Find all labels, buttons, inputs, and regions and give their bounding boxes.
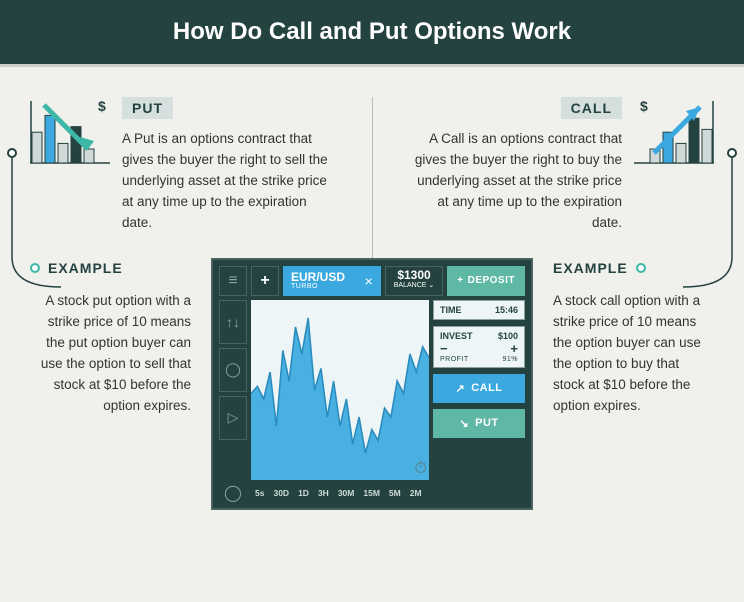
dot-icon bbox=[636, 263, 646, 273]
time-card[interactable]: TIME 15:46 bbox=[433, 300, 525, 320]
invest-label: INVEST bbox=[440, 331, 473, 341]
add-icon[interactable]: + bbox=[251, 266, 279, 296]
call-column: $ CALL A Call is an options contract tha… bbox=[414, 97, 714, 234]
profit-value: 91% bbox=[502, 356, 518, 363]
call-chart-icon: $ bbox=[634, 97, 714, 169]
pair-sub: TURBO bbox=[291, 283, 345, 290]
page-title: How Do Call and Put Options Work bbox=[0, 0, 744, 67]
sort-icon[interactable]: ↑↓ bbox=[219, 300, 247, 344]
arrow-up-icon: ↗ bbox=[455, 382, 465, 395]
put-example-text: A stock put option with a strike price o… bbox=[30, 291, 191, 417]
play-icon[interactable]: ▷ bbox=[219, 396, 247, 440]
call-button[interactable]: ↗ CALL bbox=[433, 374, 525, 403]
timeframe-option[interactable]: 3H bbox=[318, 488, 329, 498]
timeframe-option[interactable]: 2M bbox=[410, 488, 422, 498]
timeframe-option[interactable]: 5M bbox=[389, 488, 401, 498]
call-btn-label: CALL bbox=[471, 382, 502, 394]
arrow-down-icon: ↘ bbox=[459, 417, 469, 430]
call-example-label: EXAMPLE bbox=[553, 258, 628, 280]
pair-selector[interactable]: EUR/USD TURBO × bbox=[283, 266, 381, 296]
circle-icon[interactable]: ◯ bbox=[219, 484, 247, 502]
trading-widget: ≡ + EUR/USD TURBO × $1300 BALANCE ⌄ + DE… bbox=[211, 258, 533, 510]
balance-display[interactable]: $1300 BALANCE ⌄ bbox=[385, 266, 444, 296]
deposit-button[interactable]: + DEPOSIT bbox=[447, 266, 525, 296]
timeframe-option[interactable]: 30D bbox=[273, 488, 289, 498]
timeframe-bar: 5s 30D 1D 3H 30M 15M 5M 2M bbox=[251, 486, 525, 500]
stopwatch-icon: ⏱ bbox=[415, 460, 427, 478]
chart-tools: ↑↓ ◯ ▷ bbox=[219, 300, 247, 480]
put-example-label: EXAMPLE bbox=[48, 258, 123, 280]
close-icon[interactable]: × bbox=[365, 273, 373, 289]
put-column: $ PUT A Put is an options contract that … bbox=[30, 97, 330, 234]
put-btn-label: PUT bbox=[475, 417, 499, 429]
indicator-icon[interactable]: ◯ bbox=[219, 348, 247, 392]
invest-value: $100 bbox=[498, 331, 518, 341]
balance-label: BALANCE ⌄ bbox=[394, 282, 435, 290]
menu-icon[interactable]: ≡ bbox=[219, 266, 247, 296]
call-example: EXAMPLE A stock call option with a strik… bbox=[553, 258, 714, 510]
time-value: 15:46 bbox=[495, 305, 518, 315]
put-tag: PUT bbox=[122, 97, 173, 119]
invest-card[interactable]: INVEST $100 − + PROFIT 91% bbox=[433, 326, 525, 368]
timeframe-option[interactable]: 1D bbox=[298, 488, 309, 498]
timeframe-option[interactable]: 15M bbox=[363, 488, 380, 498]
main-content: $ PUT A Put is an options contract that … bbox=[0, 67, 744, 530]
put-chart-icon: $ bbox=[30, 97, 110, 169]
price-chart[interactable]: ⏱ bbox=[251, 300, 429, 480]
put-definition: A Put is an options contract that gives … bbox=[122, 129, 330, 234]
profit-label: PROFIT bbox=[440, 356, 469, 363]
minus-button[interactable]: − bbox=[440, 341, 448, 356]
balance-amount: $1300 bbox=[394, 269, 435, 282]
timeframe-option[interactable]: 30M bbox=[338, 488, 355, 498]
call-tag: CALL bbox=[561, 97, 622, 119]
pair-name: EUR/USD bbox=[291, 271, 345, 283]
time-label: TIME bbox=[440, 305, 462, 315]
dot-icon bbox=[30, 263, 40, 273]
svg-text:$: $ bbox=[98, 98, 106, 114]
svg-text:$: $ bbox=[640, 98, 648, 114]
plus-icon: + bbox=[457, 275, 463, 286]
call-definition: A Call is an options contract that gives… bbox=[414, 129, 622, 234]
put-example: EXAMPLE A stock put option with a strike… bbox=[30, 258, 191, 510]
plus-button[interactable]: + bbox=[510, 341, 518, 356]
call-example-text: A stock call option with a strike price … bbox=[553, 291, 714, 417]
timeframe-option[interactable]: 5s bbox=[255, 488, 264, 498]
put-button[interactable]: ↘ PUT bbox=[433, 409, 525, 438]
deposit-label: DEPOSIT bbox=[468, 275, 515, 286]
